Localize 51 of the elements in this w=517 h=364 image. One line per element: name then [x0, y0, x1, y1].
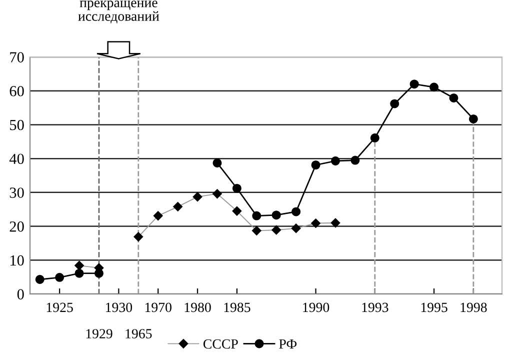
point — [311, 160, 320, 170]
point — [410, 80, 419, 89]
y-tick-label: 50 — [10, 120, 24, 130]
x-tick-label: 1990 — [303, 302, 330, 312]
x-tick-label: 1985 — [224, 302, 250, 312]
x-tick-label: 1925 — [46, 302, 73, 312]
point — [55, 272, 64, 282]
x-tick-label: 1980 — [184, 302, 211, 312]
y-tick-label: 30 — [10, 188, 24, 198]
point — [330, 156, 340, 166]
point — [370, 133, 380, 142]
point — [330, 218, 340, 228]
point — [292, 207, 301, 216]
x-tick-label: 1995 — [421, 302, 448, 312]
point — [153, 211, 163, 220]
point — [272, 225, 281, 235]
x-tick-label: 1993 — [362, 302, 388, 312]
y-tick-label: 70 — [10, 52, 24, 62]
point — [350, 156, 360, 165]
y-tick-label: 60 — [10, 86, 24, 96]
point — [291, 224, 301, 233]
x-tick-label: 1930 — [106, 302, 132, 312]
point — [429, 82, 439, 92]
text: прекращение исследований — [78, 0, 160, 24]
x-tick-label: 1929 — [86, 329, 112, 338]
point — [192, 192, 202, 202]
point — [212, 189, 222, 198]
point — [252, 226, 262, 236]
x-tick-label: 1970 — [145, 302, 172, 312]
point — [74, 268, 84, 278]
point — [252, 211, 262, 220]
point — [173, 202, 182, 212]
legend-label: СССР — [203, 339, 238, 349]
point — [35, 274, 44, 284]
y-tick-label: 10 — [10, 255, 24, 266]
point — [311, 218, 320, 228]
point — [449, 93, 458, 102]
point — [212, 158, 222, 168]
point — [232, 206, 242, 216]
y-tick-label: 20 — [10, 221, 24, 232]
legend-label: РФ — [279, 339, 297, 349]
point — [134, 232, 144, 242]
y-tick-label: 0 — [17, 289, 24, 300]
point — [74, 260, 84, 270]
point — [468, 114, 478, 124]
point — [272, 210, 281, 220]
y-tick-label: 40 — [9, 154, 24, 164]
x-tick-label: 1998 — [460, 302, 487, 312]
x-tick-label: 1965 — [126, 329, 152, 338]
point — [232, 184, 242, 193]
point — [390, 99, 400, 108]
